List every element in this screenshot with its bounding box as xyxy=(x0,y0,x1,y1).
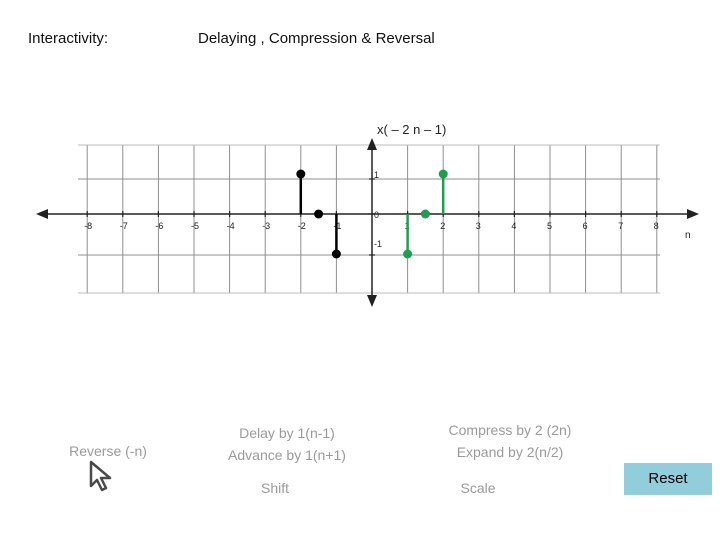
x-tick-label: -2 xyxy=(298,221,306,231)
x-tick-label: 8 xyxy=(654,221,659,231)
x-tick-label: 4 xyxy=(511,221,516,231)
y-tick-label: 0 xyxy=(374,210,379,220)
x-tick-label: 2 xyxy=(440,221,445,231)
page-title: Delaying , Compression & Reversal xyxy=(198,30,435,47)
stem-marker xyxy=(403,249,413,259)
y-axis-arrow-up xyxy=(367,138,377,150)
chart-title: x( – 2 n – 1) xyxy=(377,122,446,137)
stem-marker xyxy=(331,249,341,259)
x-axis-label: n xyxy=(685,230,691,241)
x-tick-label: 3 xyxy=(476,221,481,231)
x-tick-label: 6 xyxy=(583,221,588,231)
y-axis-arrow-down xyxy=(367,295,377,307)
x-axis-arrow-right xyxy=(687,209,699,219)
x-tick-label: -4 xyxy=(227,221,235,231)
expand-label: Expand by 2(n/2) xyxy=(456,444,564,460)
x-tick-label: -8 xyxy=(84,221,92,231)
y-tick-label: 1 xyxy=(374,170,379,180)
stem-series xyxy=(296,169,448,259)
grid xyxy=(78,144,660,294)
x-tick-label: -5 xyxy=(191,221,199,231)
interactivity-label: Interactivity: xyxy=(28,30,109,47)
reverse-button[interactable]: Reverse (-n) xyxy=(58,440,158,462)
x-tick-label: -7 xyxy=(120,221,128,231)
y-tick-label: -1 xyxy=(374,239,382,249)
axes xyxy=(36,138,699,307)
reverse-label: Reverse (-n) xyxy=(69,443,147,459)
scale-label: Scale xyxy=(460,480,496,496)
delay-advance-button[interactable]: Delay by 1(n-1) Advance by 1(n+1) xyxy=(212,422,362,466)
x-tick-label: 5 xyxy=(547,221,552,231)
y-tick-labels: 1 0 -1 xyxy=(374,170,382,249)
reset-button[interactable]: Reset xyxy=(624,463,712,495)
delay-label: Delay by 1(n-1) xyxy=(239,425,335,441)
x-tick-label: -3 xyxy=(262,221,270,231)
compress-expand-button[interactable]: Compress by 2 (2n) Expand by 2(n/2) xyxy=(430,419,590,463)
x-tick-label: 7 xyxy=(618,221,623,231)
stem-marker xyxy=(438,169,448,179)
stem-marker xyxy=(314,209,324,219)
compress-label: Compress by 2 (2n) xyxy=(448,422,572,438)
shift-label: Shift xyxy=(260,480,289,496)
x-tick-label: -6 xyxy=(155,221,163,231)
stem-marker xyxy=(296,169,306,179)
x-axis-arrow-left xyxy=(36,209,48,219)
advance-label: Advance by 1(n+1) xyxy=(228,447,346,463)
arrow-cursor-icon xyxy=(89,460,112,492)
stem-marker xyxy=(420,209,430,219)
